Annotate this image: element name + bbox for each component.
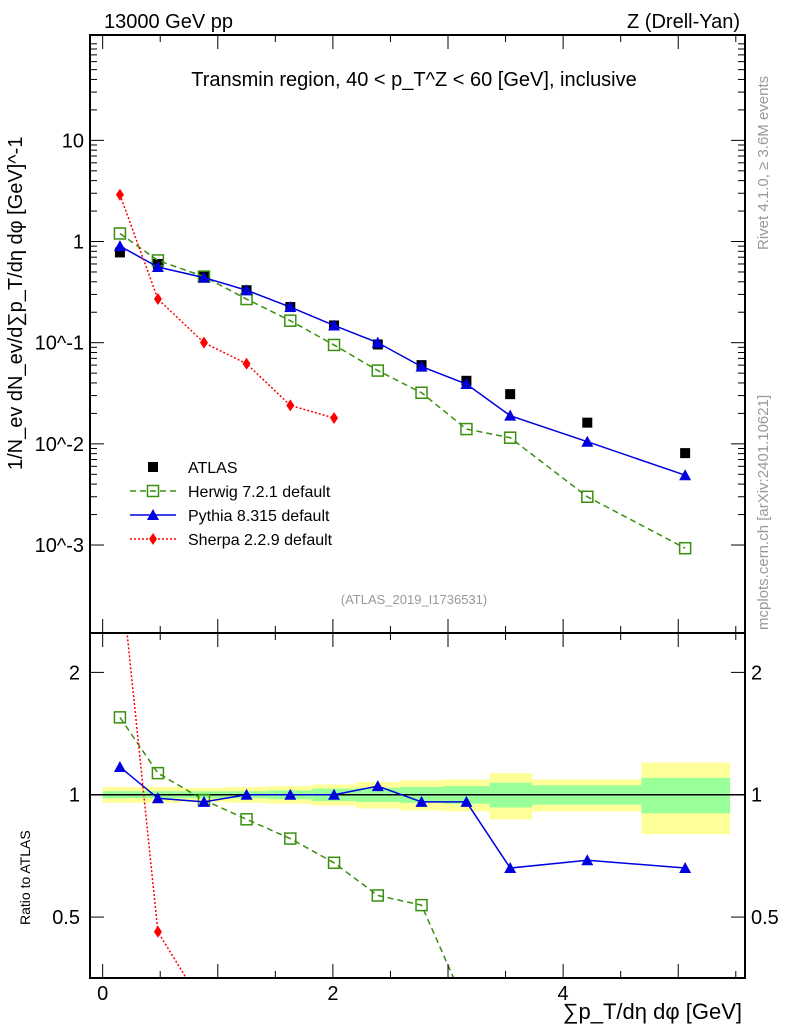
series-line: [119, 716, 455, 978]
ratio-ylabel: Ratio to ATLAS: [17, 830, 33, 925]
xtick-label: 4: [558, 983, 569, 1005]
pythia-marker: [328, 788, 341, 800]
xtick-label: 0: [97, 983, 108, 1005]
series-line: [119, 766, 686, 869]
series-line: [119, 245, 686, 476]
herwig-marker: [460, 422, 473, 436]
sherpa-marker: [242, 357, 251, 370]
pythia-marker: [679, 862, 692, 874]
sherpa-marker: [115, 188, 124, 201]
herwig-marker: [371, 364, 385, 377]
atlas-marker: [582, 417, 593, 428]
herwig-marker: [240, 813, 253, 826]
pythia-marker: [581, 435, 594, 447]
ratio-ytick-label-right: 1: [751, 785, 762, 807]
main-ylabel: 1/N_ev dN_ev/d∑p_T/dη dφ [GeV]^-1: [5, 137, 27, 470]
pythia-marker: [147, 509, 159, 520]
herwig-marker: [581, 490, 594, 504]
pythia-marker: [328, 319, 341, 331]
xlabel: ∑p_T/dη dφ [GeV]: [563, 999, 742, 1024]
herwig-marker: [284, 314, 297, 327]
sherpa-marker: [149, 533, 157, 545]
sherpa-marker: [330, 412, 339, 425]
ratio-ytick-label: 0.5: [52, 907, 80, 929]
pythia-marker: [240, 284, 253, 296]
legend-label: ATLAS: [188, 460, 238, 477]
pythia-marker: [151, 260, 164, 272]
herwig-marker: [415, 898, 428, 912]
ratio-ytick-label: 2: [69, 662, 80, 684]
ytick-label: 10^-2: [35, 434, 84, 456]
pythia-marker: [581, 854, 594, 866]
series-line: [119, 194, 335, 419]
herwig-marker: [151, 766, 165, 780]
pythia-marker: [151, 792, 164, 804]
pythia-marker: [460, 378, 473, 390]
ratio-ytick-label: 1: [69, 785, 80, 807]
pythia-marker: [415, 795, 428, 807]
atlas-marker: [148, 462, 158, 472]
ytick-label: 1: [73, 232, 84, 254]
herwig-marker: [503, 431, 517, 444]
atlas-marker: [505, 389, 516, 400]
pythia-marker: [197, 795, 210, 807]
band-stat: [641, 777, 731, 814]
pythia-marker: [284, 301, 297, 313]
legend-label: Pythia 8.315 default: [188, 508, 330, 525]
ytick-label: 10^-1: [35, 333, 84, 355]
sherpa-marker: [199, 336, 208, 349]
atlas-marker: [114, 247, 125, 258]
sherpa-marker: [153, 925, 162, 938]
herwig-marker: [113, 711, 127, 724]
series-line: [119, 232, 686, 549]
legend-label: Sherpa 2.2.9 default: [188, 532, 333, 549]
side-label-top: Rivet 4.1.0, ≥ 3.6M events: [755, 76, 772, 250]
herwig-marker: [146, 484, 160, 498]
herwig-marker: [678, 541, 692, 555]
title-right: Z (Drell-Yan): [627, 11, 740, 33]
herwig-marker: [327, 856, 341, 870]
xtick-label: 2: [327, 983, 338, 1005]
annotation: Transmin region, 40 < p_T^Z < 60 [GeV], …: [191, 69, 637, 91]
sherpa-marker: [286, 399, 295, 412]
series-line: [126, 633, 188, 978]
pythia-marker: [371, 336, 384, 348]
herwig-marker: [371, 889, 385, 902]
herwig-marker: [327, 338, 341, 352]
pythia-marker: [504, 862, 517, 874]
pythia-marker: [284, 788, 297, 800]
herwig-marker: [415, 386, 428, 399]
ratio-ytick-label-right: 2: [751, 662, 762, 684]
pythia-marker: [679, 469, 692, 481]
sherpa-marker: [153, 293, 162, 306]
pythia-marker: [197, 271, 210, 283]
herwig-marker: [284, 832, 297, 845]
pythia-marker: [113, 761, 126, 773]
ratio-ytick-label-right: 0.5: [751, 907, 779, 929]
pythia-marker: [460, 795, 473, 807]
legend-label: Herwig 7.2.1 default: [188, 484, 331, 501]
pythia-marker: [504, 409, 517, 421]
watermark: (ATLAS_2019_I1736531): [341, 592, 487, 607]
ratio-frame: [89, 632, 746, 979]
pythia-marker: [113, 240, 126, 252]
atlas-marker: [680, 448, 691, 459]
side-label-bottom: mcplots.cern.ch [arXiv:2401.10621]: [755, 395, 772, 630]
pythia-marker: [240, 788, 253, 800]
ytick-label: 10^-3: [35, 535, 84, 557]
title-left: 13000 GeV pp: [104, 11, 233, 33]
ytick-label: 10: [62, 130, 84, 152]
herwig-marker: [113, 227, 127, 240]
pythia-marker: [415, 360, 428, 372]
pythia-marker: [371, 780, 384, 792]
